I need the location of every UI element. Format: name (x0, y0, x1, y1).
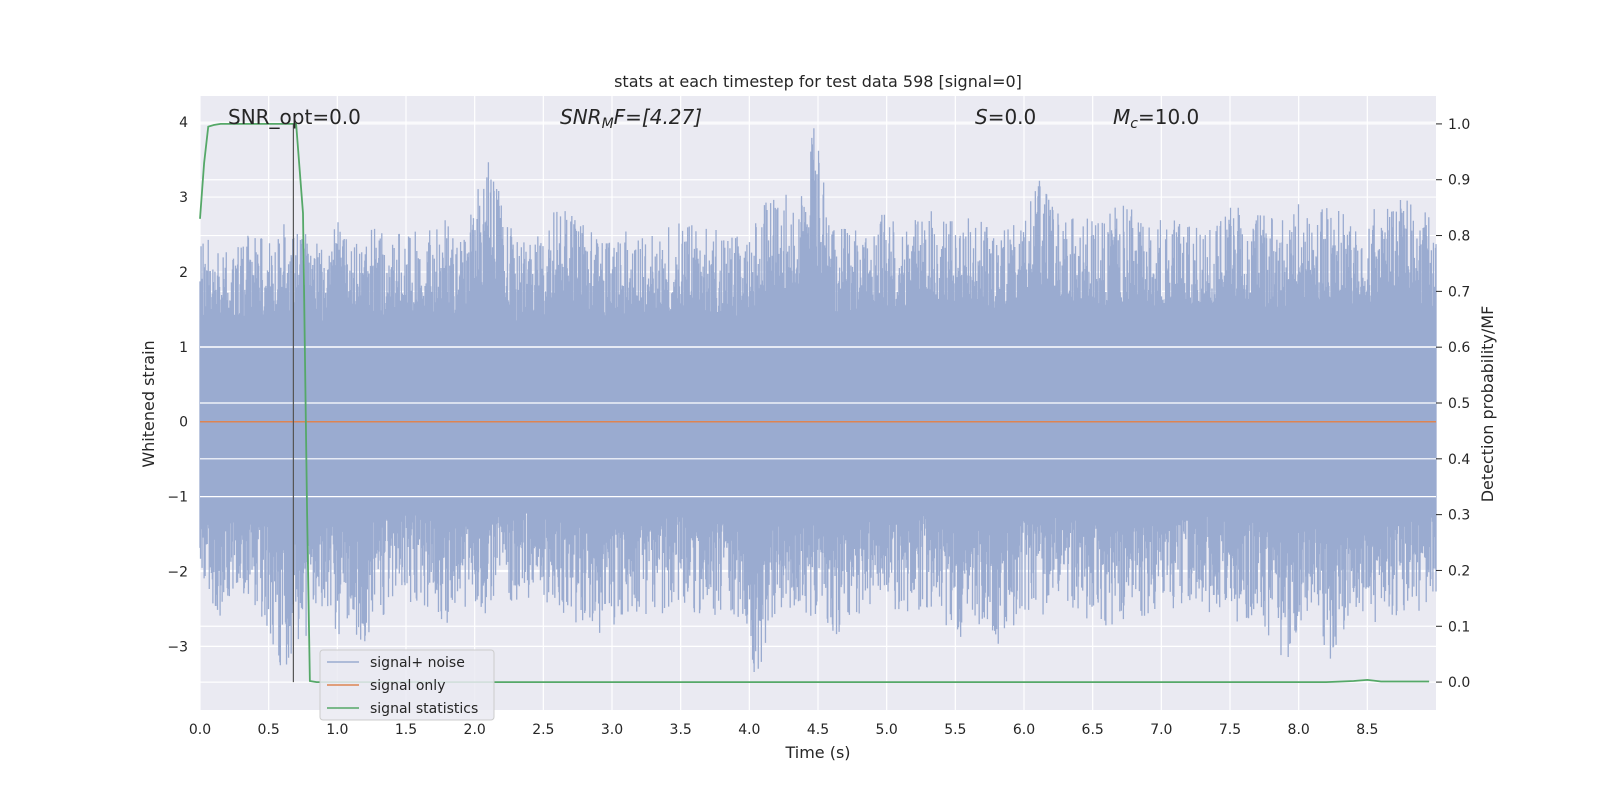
x-tick-label: 4.5 (807, 722, 829, 738)
y-tick-label: 1 (179, 340, 188, 356)
x-tick-label: 7.0 (1150, 722, 1172, 738)
y2-tick-label: 0.9 (1448, 173, 1470, 189)
x-tick-label: 6.0 (1013, 722, 1035, 738)
x-tick-label: 3.5 (670, 722, 692, 738)
annotation-mc: Mc=10.0 (1113, 105, 1199, 132)
y2-axis-ticks: 0.0 0.1 0.2 0.3 0.4 0.5 0.6 0.7 0.8 0.9 1.0 (1436, 117, 1470, 691)
y2-tick-label: 0.3 (1448, 508, 1470, 524)
signal-statistics-line (199, 123, 1430, 683)
y2-tick-label: 0.2 (1448, 563, 1470, 579)
series-signal-statistics (199, 123, 1430, 683)
x-axis-label: Time (s) (784, 743, 850, 762)
legend-box (319, 649, 495, 721)
y-axis-ticks: −3 −2 −1 0 1 2 3 4 (167, 115, 188, 655)
y2-tick-label: 0.0 (1448, 675, 1470, 691)
annotation-s-rest: =0.0 (988, 105, 1037, 129)
y-axis-label: Whitened strain (139, 340, 158, 467)
x-tick-label: 7.5 (1219, 722, 1241, 738)
x-tick-label: 5.0 (876, 722, 898, 738)
annotation-snr-mf-base: SNR (560, 105, 602, 129)
y2-tick-label: 0.6 (1448, 340, 1470, 356)
annotation-s-value: S=0.0 (975, 105, 1036, 129)
x-tick-label: 0.5 (258, 722, 280, 738)
annotation-s-var: S (975, 105, 988, 129)
y2-tick-label: 0.8 (1448, 229, 1470, 245)
y2-tick-label: 0.1 (1448, 619, 1470, 635)
y-tick-label: 3 (179, 190, 188, 206)
x-tick-label: 6.5 (1082, 722, 1104, 738)
y-tick-label: 2 (179, 265, 188, 281)
x-axis-ticks: 0.0 0.5 1.0 1.5 2.0 2.5 3.0 3.5 4.0 4.5 5.0 5.5 6.0 6… (189, 722, 1379, 738)
y-tick-label: −1 (167, 490, 188, 506)
legend-label-signal-noise: signal+ noise (370, 655, 465, 671)
legend-label-signal-statistics: signal statistics (370, 701, 478, 717)
x-tick-label: 5.5 (944, 722, 966, 738)
x-tick-label: 2.5 (532, 722, 554, 738)
y2-tick-label: 0.5 (1448, 396, 1470, 412)
x-tick-label: 8.0 (1288, 722, 1310, 738)
annotation-mc-rest: =10.0 (1138, 105, 1199, 129)
legend-label-signal-only: signal only (370, 678, 445, 694)
y2-tick-label: 1.0 (1448, 117, 1470, 133)
legend: signal+ noise signal only signal statist… (319, 649, 495, 721)
y2-axis-label: Detection probability/MF (1478, 306, 1497, 503)
annotation-snr-opt: SNR_opt=0.0 (228, 105, 361, 129)
annotation-snr-mf-sub: M (602, 116, 614, 132)
x-tick-label: 3.0 (601, 722, 623, 738)
x-tick-label: 0.0 (189, 722, 211, 738)
y-tick-label: 0 (179, 415, 188, 431)
x-tick-label: 1.0 (326, 722, 348, 738)
annotation-snr-mf-rest: F=[4.27] (614, 105, 702, 129)
x-tick-label: 8.5 (1356, 722, 1378, 738)
y2-tick-label: 0.4 (1448, 452, 1470, 468)
chart-title: stats at each timestep for test data 598… (614, 72, 1022, 91)
y-tick-label: 4 (179, 115, 188, 131)
y2-tick-label: 0.7 (1448, 284, 1470, 300)
annotation-mc-sub: c (1130, 116, 1138, 132)
annotation-snr-mf: SNRMF=[4.27] (560, 105, 702, 132)
y-tick-label: −2 (167, 564, 188, 580)
x-tick-label: 1.5 (395, 722, 417, 738)
x-tick-label: 4.0 (738, 722, 760, 738)
annotation-mc-var: M (1113, 105, 1130, 129)
x-tick-label: 2.0 (464, 722, 486, 738)
y-tick-label: −3 (167, 639, 188, 655)
